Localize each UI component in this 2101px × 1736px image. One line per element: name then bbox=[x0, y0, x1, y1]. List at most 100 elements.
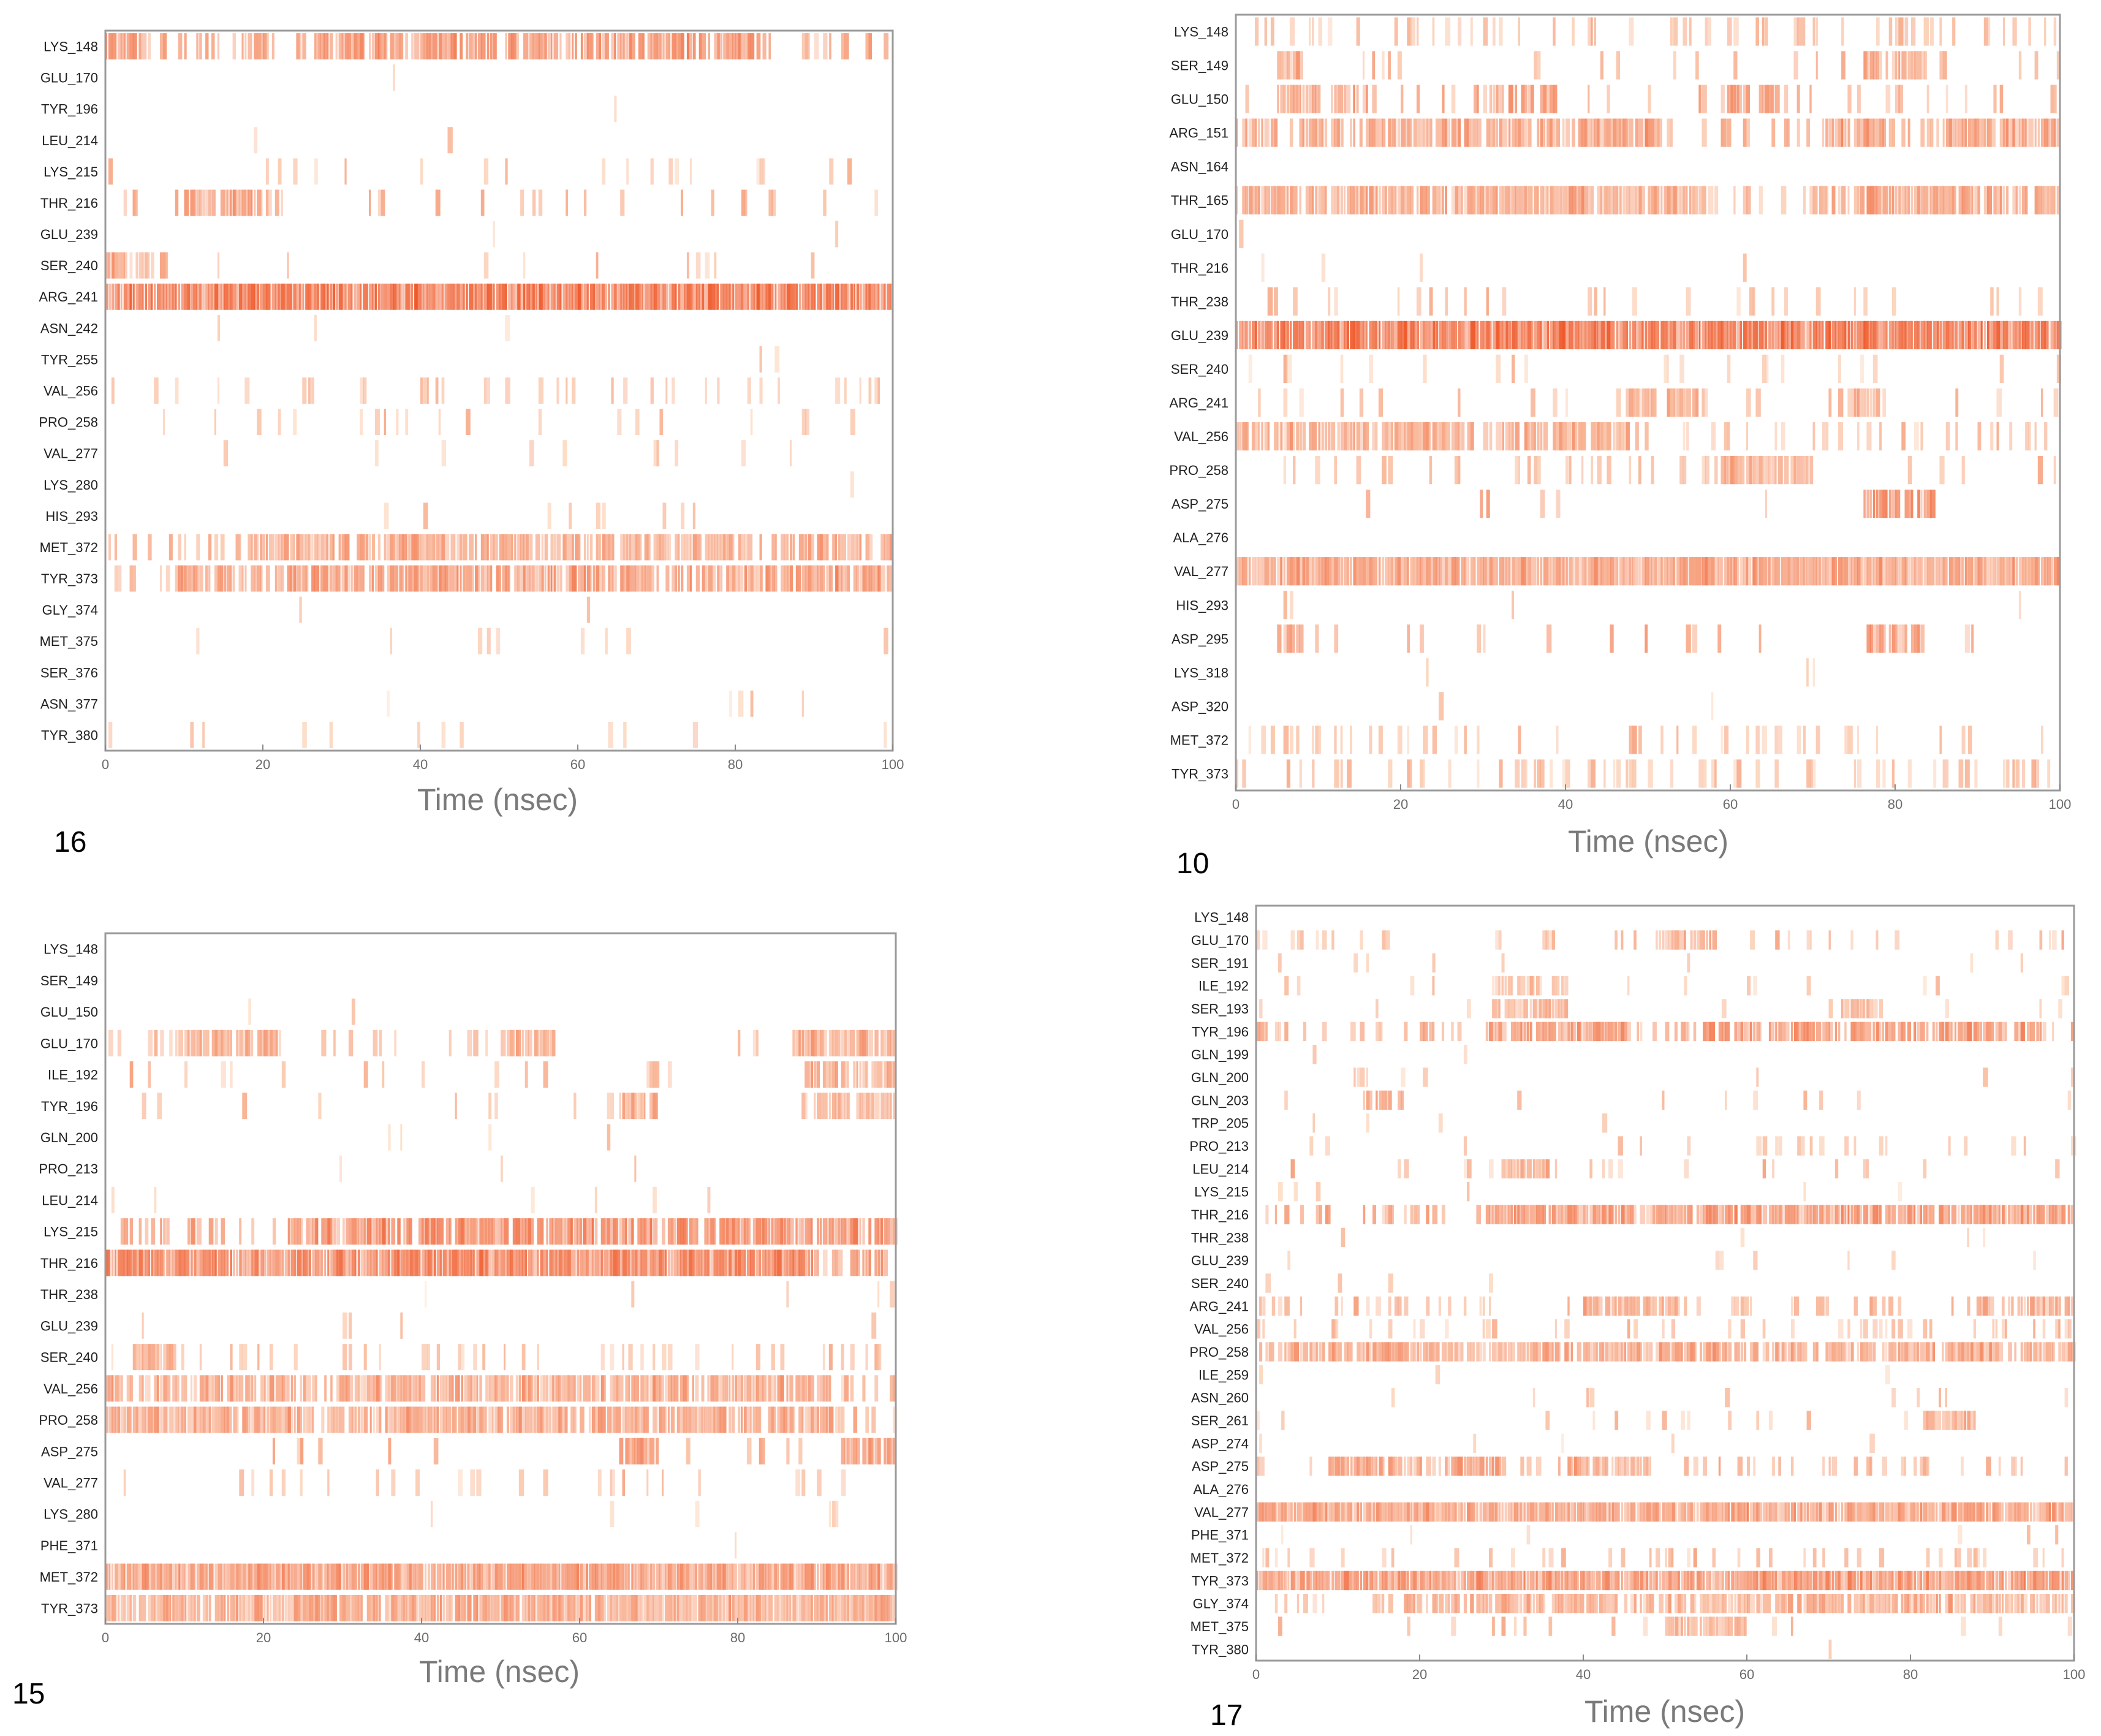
contact-bar bbox=[1410, 118, 1412, 147]
contact-bar bbox=[490, 534, 494, 561]
contact-bar bbox=[561, 1375, 565, 1402]
contact-bar bbox=[1803, 1090, 1808, 1110]
contact-bar bbox=[1366, 1067, 1368, 1087]
contact-bar bbox=[1904, 51, 1907, 80]
contact-bar bbox=[1385, 320, 1390, 349]
contact-bar bbox=[1536, 1159, 1541, 1179]
contact-bar bbox=[1398, 1090, 1402, 1110]
contact-bar bbox=[317, 565, 320, 592]
contact-bar bbox=[1258, 186, 1260, 214]
contact-bar bbox=[1866, 1159, 1869, 1179]
contact-bar bbox=[1423, 354, 1427, 383]
contact-bar bbox=[1274, 118, 1278, 147]
contact-bar bbox=[1673, 51, 1676, 80]
contact-bar bbox=[583, 1218, 587, 1245]
contact-bar bbox=[293, 1344, 298, 1371]
contact-bar bbox=[771, 283, 774, 310]
contact-row-thr_238 bbox=[425, 1281, 895, 1308]
contact-bar bbox=[1736, 456, 1742, 485]
contact-bar bbox=[483, 377, 487, 404]
contact-bar bbox=[384, 534, 387, 561]
contact-bar bbox=[1423, 557, 1428, 586]
contact-bar bbox=[248, 1029, 253, 1056]
contact-bar bbox=[303, 1563, 306, 1590]
contact-bar bbox=[476, 1469, 482, 1496]
contact-bar bbox=[1945, 557, 1948, 586]
contact-bar bbox=[610, 1218, 614, 1245]
contact-bar bbox=[1458, 17, 1462, 46]
contact-bar bbox=[1545, 930, 1550, 950]
contact-bar bbox=[1695, 51, 1699, 80]
contact-bar bbox=[221, 1406, 225, 1433]
contact-bar bbox=[1572, 422, 1575, 451]
contact-bar bbox=[808, 534, 812, 561]
contact-bar bbox=[1907, 51, 1914, 80]
contact-bar bbox=[354, 1249, 357, 1276]
contact-bar bbox=[1248, 557, 1251, 586]
contact-bar bbox=[580, 1218, 582, 1245]
contact-bar bbox=[105, 1594, 111, 1621]
contact-bar bbox=[1532, 1159, 1536, 1179]
contact-bar bbox=[822, 1563, 828, 1590]
contact-bar bbox=[1416, 320, 1419, 349]
contact-bar bbox=[1724, 320, 1728, 349]
contact-bar bbox=[798, 1438, 803, 1465]
contact-bar bbox=[1638, 726, 1642, 754]
contact-bar bbox=[1305, 186, 1310, 214]
contact-bar bbox=[1983, 17, 1988, 46]
contact-bar bbox=[625, 1438, 629, 1465]
contact-bar bbox=[1743, 85, 1747, 113]
contact-bar bbox=[1895, 186, 1898, 214]
contact-bar bbox=[1458, 320, 1461, 349]
contact-bar bbox=[871, 1406, 876, 1433]
contact-bar bbox=[1914, 624, 1919, 653]
contact-bar bbox=[329, 283, 333, 310]
contact-bar bbox=[260, 33, 265, 59]
contact-bar bbox=[1407, 118, 1410, 147]
residue-label: LYS_215 bbox=[1194, 1184, 1249, 1200]
contact-bar bbox=[311, 377, 314, 404]
contact-bar bbox=[774, 1375, 777, 1402]
contact-bar bbox=[1721, 118, 1727, 147]
contact-bar bbox=[442, 1563, 445, 1590]
contact-bar bbox=[713, 1375, 718, 1402]
contact-bar bbox=[786, 1218, 790, 1245]
contact-bar bbox=[297, 1594, 301, 1621]
contact-bar bbox=[233, 1563, 238, 1590]
contact-bar bbox=[865, 1029, 868, 1056]
contact-bar bbox=[865, 1093, 870, 1120]
contact-bar bbox=[1467, 118, 1471, 147]
residue-label: PRO_213 bbox=[1189, 1139, 1249, 1154]
contact-bar bbox=[887, 1029, 892, 1056]
contact-bar bbox=[236, 1406, 239, 1433]
contact-bar bbox=[1318, 557, 1323, 586]
contact-bar bbox=[640, 1344, 644, 1371]
contact-bar bbox=[811, 283, 815, 310]
contact-bar bbox=[725, 1249, 730, 1276]
contact-bar bbox=[1936, 557, 1940, 586]
contact-bar bbox=[789, 1406, 794, 1433]
contact-bar bbox=[430, 1375, 436, 1402]
contact-bar bbox=[1933, 759, 1937, 788]
contact-bar bbox=[1638, 320, 1643, 349]
contact-bar bbox=[449, 1594, 453, 1621]
contact-bar bbox=[828, 1406, 834, 1433]
contact-bar bbox=[382, 1563, 387, 1590]
contact-bar bbox=[199, 33, 202, 59]
contact-bar bbox=[1863, 287, 1868, 316]
contact-bar bbox=[569, 565, 574, 592]
contact-bar bbox=[142, 1344, 145, 1371]
contact-bar bbox=[1872, 1022, 1875, 1042]
contact-bar bbox=[626, 33, 629, 59]
contact-bar bbox=[600, 1344, 605, 1371]
contact-bar bbox=[570, 1406, 575, 1433]
contact-bar bbox=[281, 189, 283, 216]
contact-bar bbox=[1375, 557, 1378, 586]
contact-bar bbox=[415, 1594, 418, 1621]
contact-bar bbox=[263, 534, 265, 561]
contact-bar bbox=[862, 1029, 866, 1056]
contact-bar bbox=[1565, 388, 1568, 417]
contact-bar bbox=[394, 1249, 398, 1276]
contact-bar bbox=[2006, 118, 2009, 147]
contact-bar bbox=[1514, 999, 1517, 1018]
